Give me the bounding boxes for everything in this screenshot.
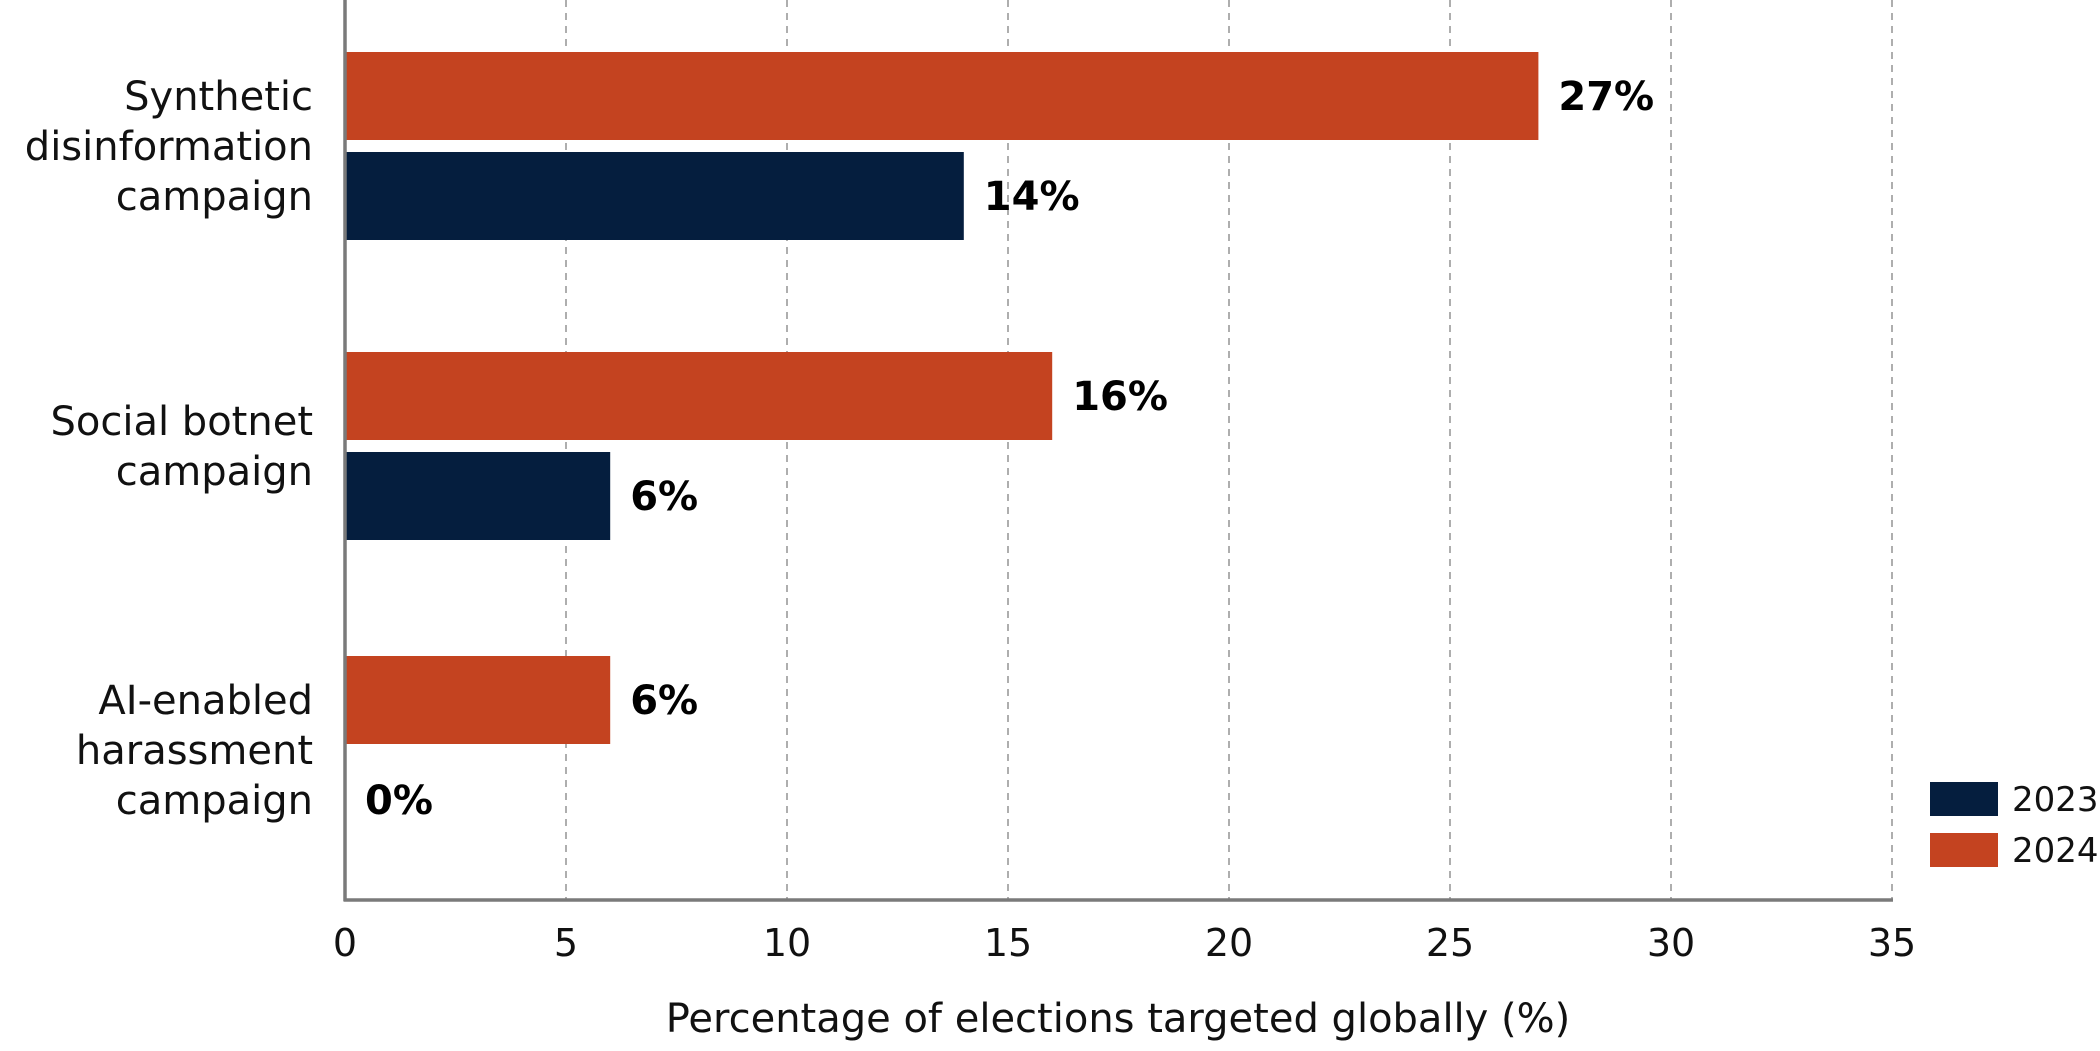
value-label-2024-category-1: 27%: [1558, 74, 1654, 120]
value-label-2023-category-2: 6%: [630, 474, 698, 520]
x-tick-label-15: 15: [984, 921, 1032, 965]
legend-label-2023: 2023: [2012, 780, 2099, 820]
axes: 0 5 10 15 20 25 30 35: [333, 0, 1916, 965]
x-tick-label-20: 20: [1205, 921, 1253, 965]
legend: 2023 2024: [1930, 780, 2099, 871]
bar-2024-category-1: [345, 52, 1539, 140]
value-label-2024-category-2: 16%: [1072, 374, 1168, 420]
bar-2023-category-2: [345, 452, 611, 540]
legend-swatch-2024: [1930, 833, 1998, 867]
legend-label-2024: 2024: [2012, 831, 2099, 871]
grid-lines: [565, 0, 1893, 900]
x-tick-label-5: 5: [554, 921, 578, 965]
x-tick-label-25: 25: [1426, 921, 1474, 965]
bar-2023-category-1: [345, 152, 964, 240]
category-label-1: Synthetic disinformation campaign: [25, 74, 313, 220]
legend-swatch-2023: [1930, 782, 1998, 816]
value-label-2023-category-3: 0%: [365, 778, 433, 824]
x-tick-label-30: 30: [1647, 921, 1695, 965]
x-tick-label-0: 0: [333, 921, 357, 965]
bar-2024-category-3: [345, 656, 611, 744]
value-label-2024-category-3: 6%: [630, 678, 698, 724]
labels: 27% 16% 6% 14% 6% 0% Synthetic disinformation ca…: [25, 74, 1654, 824]
bars: [345, 52, 1539, 744]
category-label-2: Social botnet campaign: [51, 399, 314, 495]
value-label-2023-category-1: 14%: [984, 174, 1080, 220]
x-tick-label-35: 35: [1868, 921, 1916, 965]
x-axis-title: Percentage of elections targeted globall…: [666, 996, 1571, 1042]
x-tick-label-10: 10: [763, 921, 811, 965]
category-label-3: AI-enabled harassment campaign: [76, 678, 313, 824]
bar-2024-category-2: [345, 352, 1053, 440]
